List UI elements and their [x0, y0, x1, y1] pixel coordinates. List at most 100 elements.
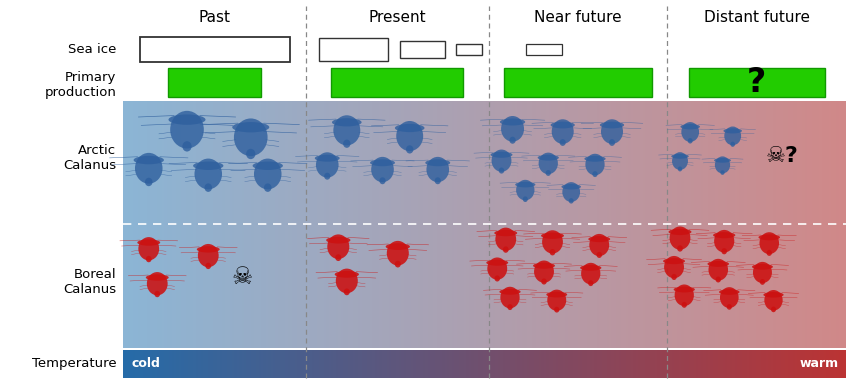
Bar: [264, 101, 266, 348]
Bar: [278, 350, 280, 378]
Text: Present: Present: [369, 10, 426, 25]
Bar: [167, 101, 169, 348]
Bar: [688, 350, 691, 378]
Bar: [686, 101, 688, 348]
Bar: [674, 350, 677, 378]
Bar: [184, 101, 186, 348]
Bar: [785, 101, 788, 348]
Bar: [252, 350, 254, 378]
Ellipse shape: [147, 272, 167, 295]
Bar: [350, 101, 353, 348]
Bar: [270, 350, 273, 378]
Bar: [513, 101, 515, 348]
Ellipse shape: [232, 122, 269, 132]
Bar: [264, 350, 266, 378]
Bar: [797, 350, 800, 378]
Bar: [382, 101, 384, 348]
Bar: [462, 101, 464, 348]
Bar: [513, 350, 515, 378]
Bar: [699, 350, 700, 378]
Bar: [140, 101, 143, 348]
Ellipse shape: [387, 241, 409, 266]
Bar: [510, 350, 513, 378]
Bar: [464, 350, 467, 378]
Bar: [126, 101, 128, 348]
Bar: [843, 350, 846, 378]
Bar: [295, 350, 298, 378]
Bar: [189, 101, 191, 348]
Ellipse shape: [688, 138, 693, 144]
Bar: [338, 350, 341, 378]
Ellipse shape: [722, 248, 727, 254]
Bar: [316, 101, 319, 348]
Bar: [500, 101, 502, 348]
Ellipse shape: [563, 182, 580, 202]
Bar: [686, 350, 688, 378]
Bar: [677, 350, 679, 378]
Bar: [411, 350, 413, 378]
Bar: [505, 350, 507, 378]
Bar: [682, 350, 684, 378]
Bar: [479, 350, 481, 378]
Bar: [498, 101, 500, 348]
Bar: [430, 101, 433, 348]
Bar: [300, 101, 302, 348]
Bar: [150, 350, 152, 378]
Ellipse shape: [335, 254, 342, 261]
Bar: [722, 350, 725, 378]
Bar: [145, 350, 147, 378]
Bar: [450, 350, 452, 378]
Bar: [805, 101, 807, 348]
Bar: [445, 350, 447, 378]
Bar: [609, 350, 611, 378]
Bar: [481, 350, 484, 378]
Ellipse shape: [730, 142, 735, 147]
Bar: [218, 350, 220, 378]
Bar: [597, 350, 599, 378]
Ellipse shape: [601, 119, 623, 144]
Bar: [715, 350, 717, 378]
Text: Arctic
Calanus: Arctic Calanus: [63, 144, 116, 172]
Bar: [563, 101, 565, 348]
Bar: [575, 350, 577, 378]
Ellipse shape: [486, 260, 508, 266]
Ellipse shape: [758, 234, 780, 240]
Ellipse shape: [760, 279, 765, 285]
Bar: [348, 101, 350, 348]
Bar: [476, 350, 479, 378]
Ellipse shape: [490, 152, 513, 158]
Bar: [679, 101, 682, 348]
Bar: [536, 101, 539, 348]
Bar: [290, 350, 292, 378]
Bar: [160, 101, 162, 348]
Bar: [510, 101, 513, 348]
Bar: [210, 350, 212, 378]
Bar: [759, 350, 762, 378]
Bar: [401, 350, 404, 378]
Ellipse shape: [764, 290, 783, 310]
Bar: [565, 350, 568, 378]
Bar: [580, 350, 582, 378]
Bar: [384, 350, 387, 378]
Ellipse shape: [707, 261, 729, 267]
Bar: [737, 101, 740, 348]
Bar: [162, 101, 164, 348]
Ellipse shape: [395, 124, 424, 132]
Bar: [258, 101, 261, 348]
Bar: [548, 101, 551, 348]
Bar: [696, 350, 699, 378]
Bar: [819, 101, 822, 348]
Bar: [280, 101, 283, 348]
Bar: [186, 350, 189, 378]
Bar: [416, 101, 418, 348]
Ellipse shape: [547, 291, 567, 298]
Bar: [452, 101, 454, 348]
Bar: [138, 350, 140, 378]
Ellipse shape: [198, 244, 218, 267]
Ellipse shape: [155, 291, 160, 297]
Bar: [776, 101, 778, 348]
Bar: [553, 101, 556, 348]
Bar: [594, 350, 597, 378]
Bar: [795, 350, 797, 378]
Bar: [607, 101, 609, 348]
